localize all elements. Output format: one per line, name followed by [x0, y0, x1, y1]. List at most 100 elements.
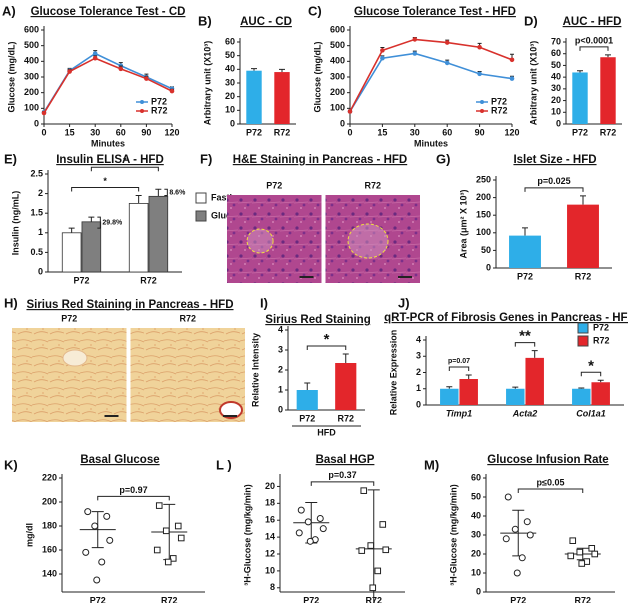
x-tick-label: P72: [73, 275, 89, 285]
y-tick-label: 50: [225, 50, 235, 60]
x-tick-label: 15: [65, 127, 75, 137]
y-axis-label: Relative Expression: [388, 330, 398, 416]
annotation: *: [103, 176, 107, 186]
bracket: [97, 495, 170, 501]
error-bar: [446, 386, 453, 389]
y-tick-label: 10: [551, 107, 561, 117]
bar: [61, 232, 82, 273]
error-bar: [68, 227, 75, 233]
y-axis-label: ³H-Glucose (mg/kg/min): [448, 484, 458, 586]
point: [380, 55, 385, 61]
y-tick-label: 2: [38, 188, 43, 198]
point: [98, 558, 106, 566]
panel-label: K): [4, 457, 18, 472]
panel-label: I): [260, 295, 268, 310]
point: [144, 76, 149, 81]
x-tick-label: 0: [41, 127, 46, 137]
point: [169, 88, 175, 94]
y-tick-label: 200: [42, 496, 57, 506]
point: [444, 40, 450, 45]
point: [82, 548, 90, 556]
y-tick-label: 0: [278, 404, 283, 414]
point: [358, 547, 366, 554]
legend-label: R72: [151, 105, 168, 115]
chart-title: H&E Staining in Pancreas - HFD: [233, 154, 407, 166]
series-line: [349, 52, 513, 112]
point: [360, 487, 368, 494]
image-label: R72: [179, 313, 196, 323]
x-tick-label: 15: [377, 127, 387, 137]
legend-marker: [140, 109, 144, 113]
image-label: P72: [61, 313, 77, 323]
point: [155, 502, 163, 509]
bracket: [517, 488, 584, 493]
annotation: *: [123, 156, 127, 166]
legend-swatch: [195, 192, 207, 204]
bar: [296, 390, 318, 410]
point: [295, 529, 303, 537]
y-tick-label: 30: [551, 83, 561, 93]
x-tick-label: 60: [442, 127, 452, 137]
legend-label: R72: [593, 335, 610, 345]
y-axis-label: Insulin (ng/mL): [10, 191, 20, 256]
point: [576, 548, 584, 556]
islet-outline: [246, 228, 274, 254]
legend-swatch: [195, 210, 207, 222]
x-tick-label: P72: [517, 271, 533, 281]
y-tick-label: 0: [486, 262, 491, 272]
bar: [509, 235, 541, 268]
bar: [567, 204, 599, 268]
y-tick-label: 200: [24, 87, 39, 97]
point: [502, 535, 510, 543]
y-axis-label: Arbitrary unit (X10³): [528, 41, 538, 126]
x-tick-label: P72: [246, 127, 262, 137]
bracket: [90, 166, 159, 172]
legend-marker: [140, 100, 144, 104]
y-tick-label: 20: [265, 481, 275, 491]
annotation: **: [519, 328, 531, 345]
chart-title: AUC - HFD: [563, 16, 622, 28]
point: [374, 567, 382, 575]
annotation: p<0.0001: [575, 35, 613, 45]
bracket: [579, 46, 609, 51]
error-bar: [605, 54, 611, 58]
chart-title: Basal HGP: [316, 454, 375, 466]
x-tick-label: 0: [347, 127, 352, 137]
error-bar: [88, 216, 95, 222]
panel-label: E): [4, 151, 17, 166]
error-bar: [251, 68, 257, 71]
point: [306, 537, 314, 545]
y-tick-label: 400: [330, 56, 345, 66]
x-tick-label: R72: [337, 413, 354, 423]
chart-title: Basal Glucose: [80, 454, 159, 466]
x-tick-label: 60: [116, 127, 126, 137]
bracket: [310, 481, 375, 486]
x-tick-label: R72: [274, 127, 291, 137]
y-tick-label: 20: [225, 91, 235, 101]
point: [103, 512, 111, 520]
bar: [459, 379, 478, 405]
error-bar: [522, 227, 528, 236]
bracket: [71, 187, 140, 192]
y-tick-label: 160: [42, 544, 57, 554]
point: [588, 545, 596, 552]
image-label: P72: [266, 180, 282, 190]
chart-title: AUC - CD: [240, 16, 292, 28]
legend-marker: [480, 100, 484, 104]
point: [169, 555, 177, 562]
point: [382, 546, 390, 554]
x-tick-label: P72: [572, 127, 588, 137]
bar: [148, 195, 169, 273]
x-tick-label: 120: [164, 127, 179, 137]
y-tick-label: 18: [265, 498, 275, 508]
y-axis-label: Arbitrary unit (X10³): [202, 41, 212, 126]
error-bar: [531, 350, 538, 358]
panel-label: J): [398, 295, 410, 310]
legend-label: P72: [593, 322, 609, 332]
legend-label: P72: [151, 96, 167, 106]
series-line: [349, 38, 513, 112]
y-tick-label: 4: [278, 324, 283, 334]
y-tick-label: 2.5: [30, 168, 43, 178]
legend-swatch: [577, 322, 589, 334]
